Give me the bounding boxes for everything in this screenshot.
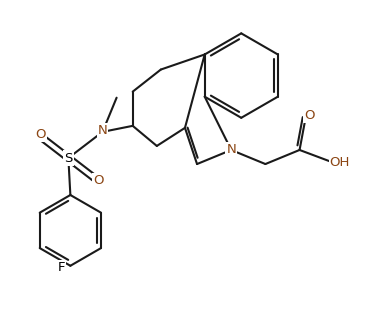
Text: S: S [64, 152, 73, 164]
Text: O: O [93, 173, 104, 187]
Text: N: N [98, 124, 107, 137]
Text: N: N [227, 144, 236, 157]
Text: OH: OH [330, 155, 350, 168]
Text: O: O [35, 128, 45, 141]
Text: F: F [58, 261, 65, 274]
Text: O: O [304, 109, 315, 122]
